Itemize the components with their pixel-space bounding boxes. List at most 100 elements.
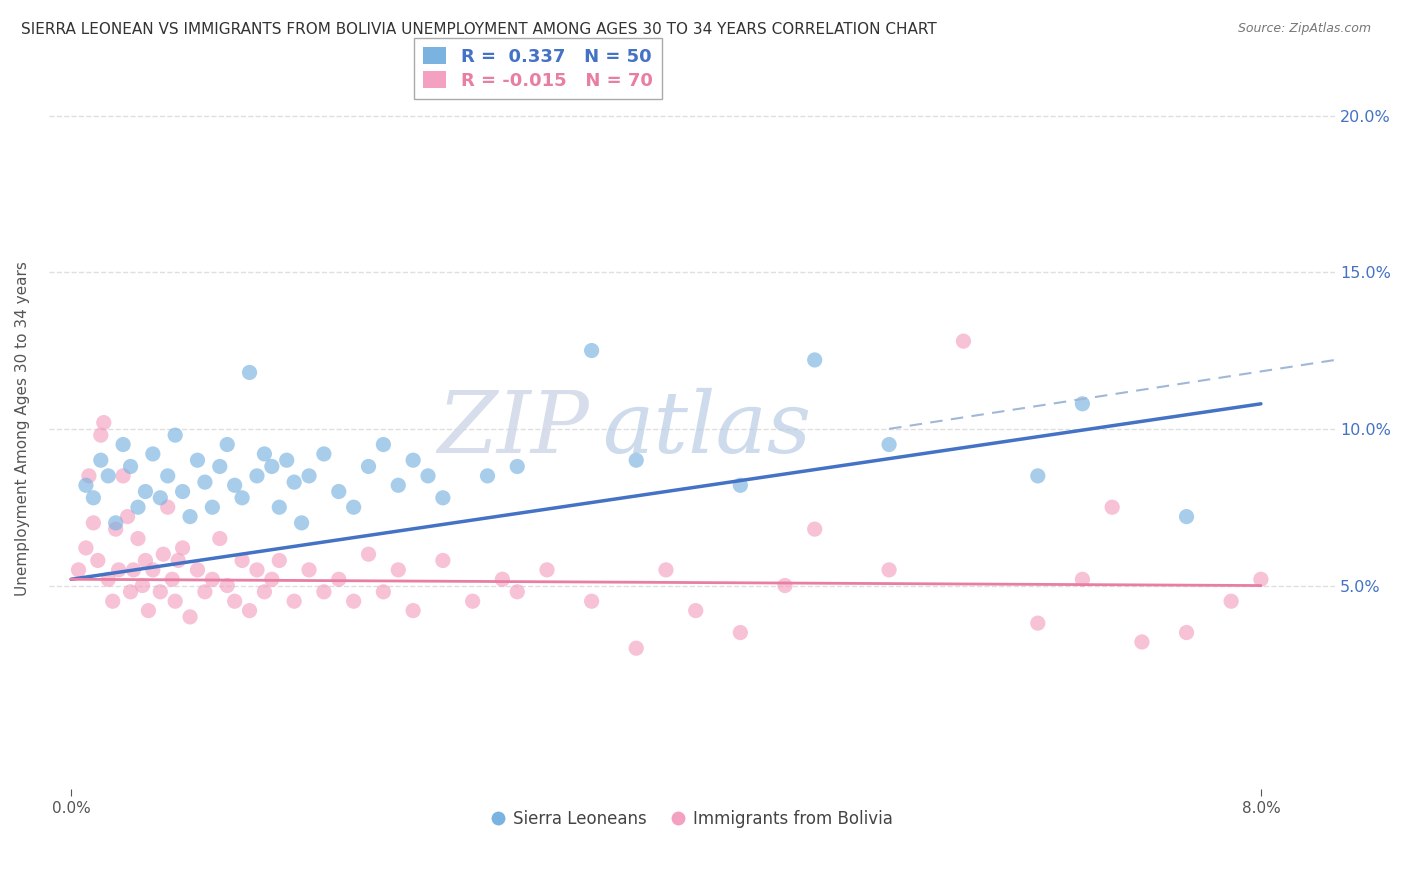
Point	[112, 468, 135, 483]
Point	[730, 478, 752, 492]
Point	[149, 491, 172, 505]
Point	[101, 594, 124, 608]
Point	[90, 453, 112, 467]
Legend: Sierra Leoneans, Immigrants from Bolivia: Sierra Leoneans, Immigrants from Bolivia	[484, 804, 900, 835]
Point	[1250, 572, 1272, 586]
Point	[117, 509, 139, 524]
Point	[402, 604, 425, 618]
Point	[461, 594, 484, 608]
Point	[156, 500, 179, 515]
Point	[131, 578, 153, 592]
Point	[260, 459, 283, 474]
Point	[432, 553, 454, 567]
Point	[238, 604, 260, 618]
Point	[877, 563, 900, 577]
Point	[142, 563, 165, 577]
Point	[127, 532, 149, 546]
Point	[387, 478, 409, 492]
Point	[156, 468, 179, 483]
Point	[328, 484, 350, 499]
Point	[506, 584, 529, 599]
Point	[208, 459, 231, 474]
Point	[149, 584, 172, 599]
Point	[1175, 625, 1198, 640]
Point	[246, 563, 269, 577]
Point	[82, 516, 104, 530]
Point	[291, 516, 314, 530]
Point	[224, 478, 246, 492]
Point	[104, 516, 127, 530]
Point	[298, 468, 321, 483]
Point	[120, 459, 142, 474]
Point	[803, 353, 825, 368]
Point	[75, 478, 97, 492]
Point	[655, 563, 678, 577]
Point	[194, 475, 217, 490]
Point	[952, 334, 974, 348]
Point	[194, 584, 217, 599]
Point	[107, 563, 129, 577]
Point	[685, 604, 707, 618]
Text: ZIP: ZIP	[437, 387, 589, 470]
Point	[217, 437, 239, 451]
Point	[152, 547, 174, 561]
Point	[328, 572, 350, 586]
Point	[581, 594, 603, 608]
Point	[373, 584, 395, 599]
Point	[142, 447, 165, 461]
Point	[312, 447, 335, 461]
Point	[387, 563, 409, 577]
Text: SIERRA LEONEAN VS IMMIGRANTS FROM BOLIVIA UNEMPLOYMENT AMONG AGES 30 TO 34 YEARS: SIERRA LEONEAN VS IMMIGRANTS FROM BOLIVI…	[21, 22, 936, 37]
Point	[134, 553, 156, 567]
Point	[491, 572, 513, 586]
Point	[253, 447, 276, 461]
Point	[172, 541, 194, 555]
Point	[283, 475, 305, 490]
Point	[477, 468, 499, 483]
Point	[283, 594, 305, 608]
Point	[167, 553, 190, 567]
Point	[165, 594, 187, 608]
Point	[127, 500, 149, 515]
Point	[506, 459, 529, 474]
Point	[201, 500, 224, 515]
Text: Source: ZipAtlas.com: Source: ZipAtlas.com	[1237, 22, 1371, 36]
Point	[1026, 616, 1049, 631]
Point	[1026, 468, 1049, 483]
Point	[1101, 500, 1123, 515]
Point	[82, 491, 104, 505]
Point	[134, 484, 156, 499]
Point	[160, 572, 183, 586]
Point	[112, 437, 135, 451]
Point	[343, 594, 366, 608]
Point	[186, 563, 208, 577]
Point	[1071, 572, 1094, 586]
Point	[730, 625, 752, 640]
Point	[172, 484, 194, 499]
Point	[357, 459, 380, 474]
Point	[87, 553, 110, 567]
Point	[626, 641, 648, 656]
Point	[416, 468, 439, 483]
Point	[773, 578, 796, 592]
Point	[312, 584, 335, 599]
Point	[120, 584, 142, 599]
Point	[581, 343, 603, 358]
Point	[75, 541, 97, 555]
Y-axis label: Unemployment Among Ages 30 to 34 years: Unemployment Among Ages 30 to 34 years	[15, 261, 30, 597]
Point	[238, 366, 260, 380]
Point	[1220, 594, 1243, 608]
Point	[1175, 509, 1198, 524]
Point	[803, 522, 825, 536]
Point	[77, 468, 100, 483]
Point	[877, 437, 900, 451]
Point	[373, 437, 395, 451]
Point	[97, 572, 120, 586]
Point	[208, 532, 231, 546]
Point	[432, 491, 454, 505]
Point	[231, 491, 253, 505]
Point	[1071, 397, 1094, 411]
Point	[253, 584, 276, 599]
Point	[343, 500, 366, 515]
Point	[67, 563, 90, 577]
